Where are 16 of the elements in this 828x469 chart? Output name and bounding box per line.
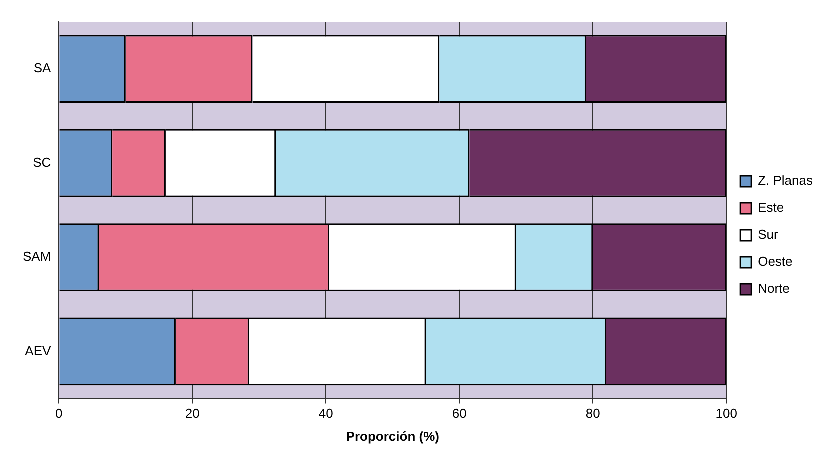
legend-label: Oeste [758,254,793,270]
legend-label: Z. Planas [758,173,814,188]
legend-label: Este [758,200,784,216]
y-tick-label: AEV [25,343,52,358]
x-tick-label: 40 [318,406,334,422]
x-tick-label: 0 [56,406,63,422]
x-axis-title: Proporción (%) [346,428,440,444]
x-tick-label: 100 [716,406,738,422]
y-tick-label: SAM [23,249,52,264]
y-tick-label: SA [34,60,52,76]
x-tick-label: 80 [586,406,600,422]
legend-label: Norte [758,281,790,296]
legend-label: Sur [758,227,779,242]
y-tick-label: SC [33,154,52,170]
x-tick-label: 20 [185,406,200,422]
x-tick-label: 60 [452,406,467,422]
